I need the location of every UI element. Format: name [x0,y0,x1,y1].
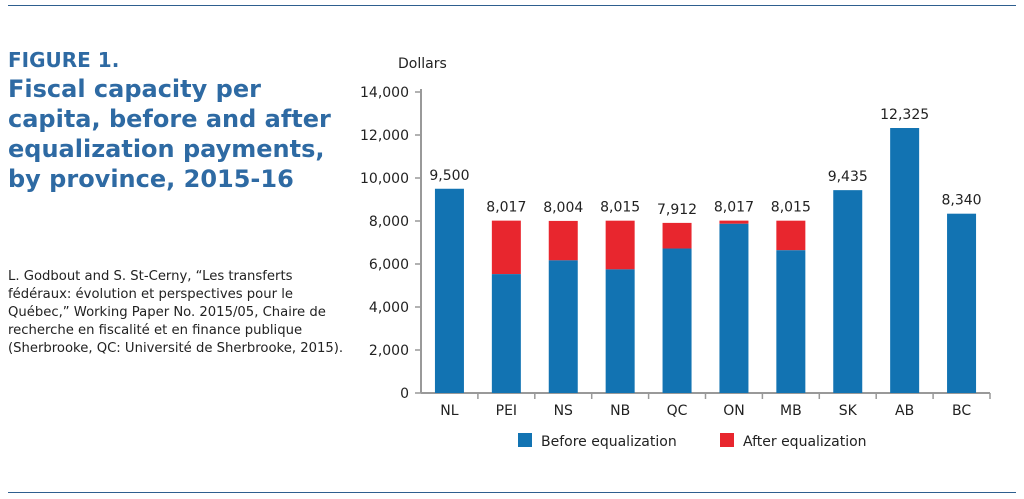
x-tick-label: QC [667,403,688,419]
bar-after-on [719,220,749,224]
figure-title: Fiscal capacity per capita, before and a… [8,75,331,193]
figure-label: FIGURE 1. [8,48,120,72]
x-tick-label: SK [839,403,858,419]
bar-before-nb [605,269,635,393]
y-tick-label: 14,000 [360,85,409,101]
data-label: 9,435 [828,169,868,185]
bar-before-mb [776,250,806,393]
bar-before-bc [947,213,977,393]
x-tick-label: ON [723,403,745,419]
x-tick-label: NL [440,403,458,419]
bar-after-mb [776,220,806,251]
y-axis-label: Dollars [398,56,447,72]
x-tick-label: PEI [496,403,517,419]
bottom-rule [8,492,1016,493]
x-tick-label: NS [554,403,573,419]
bar-before-qc [662,248,692,393]
x-tick-label: NB [610,403,630,419]
data-label: 7,912 [657,202,697,218]
y-tick-label: 2,000 [369,343,409,359]
data-label: 8,015 [771,200,811,216]
legend-label: After equalization [743,434,867,450]
bar-before-on [719,223,749,393]
bar-after-nb [605,220,635,270]
y-tick-label: 8,000 [369,214,409,230]
legend-swatch-after [720,433,734,447]
y-tick-label: 6,000 [369,257,409,273]
data-label: 8,017 [714,200,754,216]
x-tick-label: MB [780,403,802,419]
bar-after-ns [548,220,578,261]
data-label: 8,340 [942,193,982,209]
bar-before-nl [434,188,464,393]
legend-label: Before equalization [541,434,677,450]
x-tick-label: BC [952,403,971,419]
bar-before-ab [890,128,920,393]
y-tick-label: 10,000 [360,171,409,187]
y-tick-label: 4,000 [369,300,409,316]
bar-after-qc [662,222,692,249]
data-label: 12,325 [880,107,929,123]
bar-before-sk [833,190,863,393]
source-citation: L. Godbout and S. St-Cerny, “Les transfe… [8,269,344,356]
top-rule [8,5,1016,6]
bar-before-ns [548,260,578,393]
data-label: 8,017 [486,200,526,216]
data-label: 8,004 [543,200,583,216]
bar-before-pei [491,274,521,393]
data-label: 9,500 [429,168,469,184]
data-label: 8,015 [600,200,640,216]
y-tick-label: 0 [400,386,409,402]
bar-after-pei [491,220,521,275]
legend-swatch-before [518,433,532,447]
x-tick-label: AB [895,403,914,419]
y-tick-label: 12,000 [360,128,409,144]
